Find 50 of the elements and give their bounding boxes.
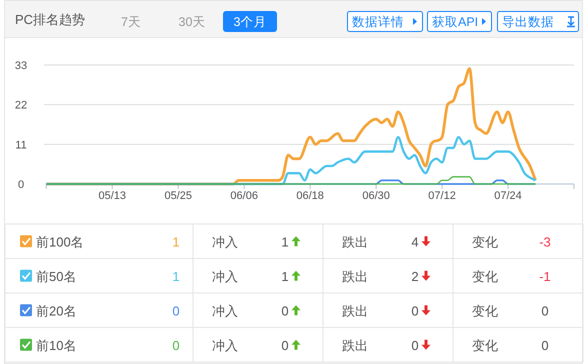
text: 3个月	[234, 15, 266, 29]
text: 变化	[472, 338, 498, 353]
text: 变化	[472, 234, 498, 250]
text: 变化	[472, 303, 498, 318]
y-tick-label: 0	[18, 179, 24, 191]
x-tick-label: 05/25	[164, 190, 192, 202]
text: 7天	[121, 15, 141, 29]
text: -3	[539, 234, 551, 250]
text: 数据详情	[352, 15, 404, 29]
text: 获取API	[432, 15, 478, 29]
text: 1	[172, 234, 180, 250]
text: 跌出	[342, 268, 368, 284]
legend-label: 前10名	[36, 338, 76, 353]
chart-title: PC排名趋势	[15, 12, 86, 27]
text: 跌出	[342, 303, 368, 318]
text: 2	[411, 268, 419, 284]
text: 1	[281, 268, 289, 284]
x-tick-label: 07/12	[428, 190, 456, 202]
text: 0	[281, 303, 289, 318]
text: 变化	[472, 268, 498, 284]
text: 跌出	[342, 234, 368, 250]
legend-label: 前20名	[36, 303, 76, 318]
text: 冲入	[212, 303, 238, 318]
text: 0	[281, 338, 289, 353]
y-tick-label: 33	[14, 60, 28, 72]
legend-label: 前100名	[36, 234, 84, 250]
text: 冲入	[212, 234, 238, 250]
text: -1	[539, 268, 551, 284]
legend-label: 前50名	[36, 268, 76, 284]
text: 1	[172, 268, 180, 284]
y-tick-label: 11	[15, 139, 27, 152]
x-tick-label: 07/24	[494, 190, 522, 202]
x-tick-label: 06/18	[296, 190, 324, 202]
text: 冲入	[212, 268, 238, 284]
text: 0	[172, 303, 180, 318]
x-tick-label: 05/13	[98, 190, 126, 202]
text: 0	[411, 338, 419, 353]
text: 0	[172, 338, 180, 353]
text: 导出数据	[502, 15, 554, 29]
y-tick-label: 22	[14, 100, 28, 112]
text: 0	[541, 338, 549, 353]
text: 跌出	[342, 338, 368, 353]
x-tick-label: 06/06	[230, 190, 258, 202]
text: 1	[281, 234, 289, 250]
text: 0	[541, 303, 549, 318]
x-tick-label: 06/30	[362, 190, 390, 202]
text: 4	[411, 234, 419, 250]
text: 冲入	[212, 338, 238, 353]
text: 0	[411, 303, 419, 318]
text: 30天	[178, 15, 206, 29]
